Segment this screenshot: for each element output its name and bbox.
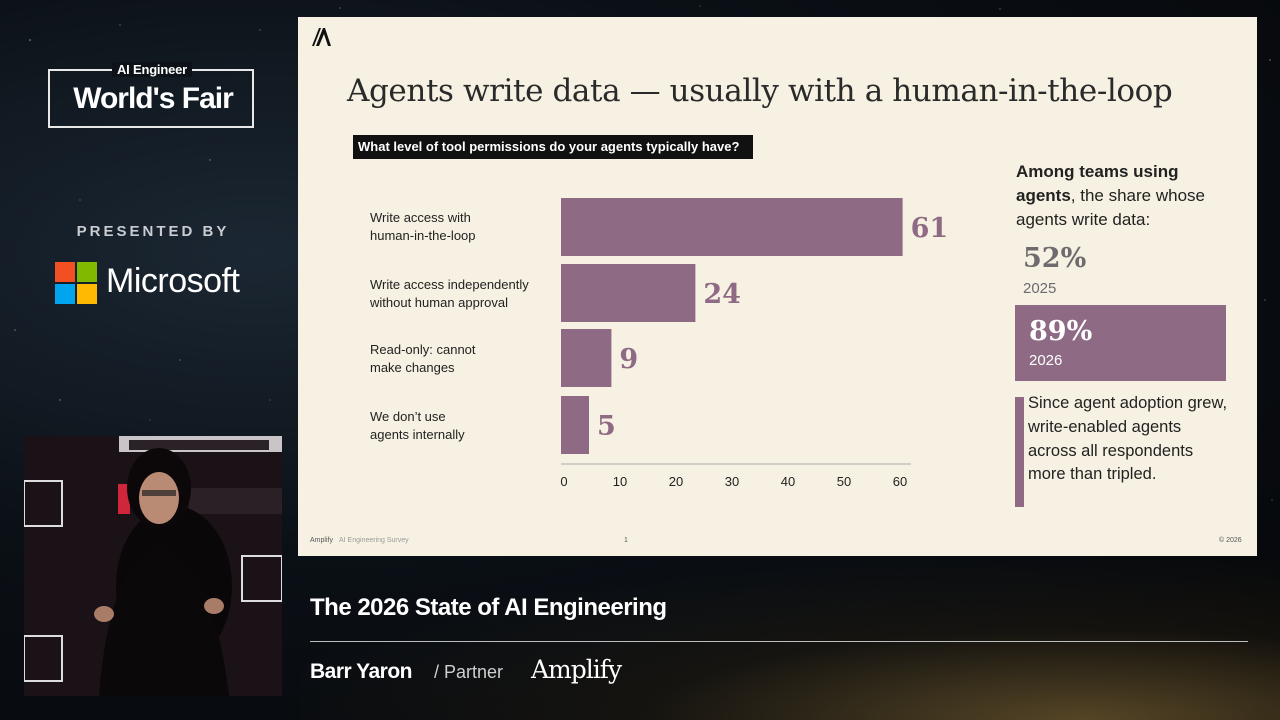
category-label: Write access with human-in-the-loop — [370, 210, 476, 243]
speaker-role: / Partner — [434, 662, 504, 682]
x-tick-label: 10 — [613, 474, 627, 489]
bar — [561, 396, 589, 454]
category-label: Write access independently without human … — [370, 277, 529, 310]
brand-ai-engineer: AI Engineer — [49, 62, 255, 77]
x-tick-label: 50 — [837, 474, 851, 489]
speaker-name: Barr Yaron — [310, 660, 413, 683]
microsoft-logo-icon — [55, 262, 97, 304]
bar-value-label: 5 — [597, 411, 616, 442]
stat-2026-value: 89% — [1029, 316, 1093, 347]
takeaway-note: Since agent adoption grew, write-enabled… — [1028, 394, 1228, 484]
bar-value-label: 61 — [911, 213, 949, 244]
presentation-slide: Agents write data — usually with a human… — [298, 17, 1257, 556]
presented-by-label: PRESENTED BY — [76, 223, 230, 240]
footer-brand: Amplify — [310, 537, 333, 544]
bar-value-label: 9 — [619, 344, 638, 375]
background-glow — [300, 560, 1280, 720]
bar — [561, 264, 696, 322]
category-label: We don’t use agents internally — [370, 409, 465, 442]
x-tick-label: 0 — [560, 474, 567, 489]
sponsor-name: Microsoft — [106, 262, 240, 300]
footer-page-number: 1 — [624, 537, 628, 544]
stat-2025-value: 52% — [1023, 243, 1087, 274]
x-tick-label: 60 — [893, 474, 907, 489]
survey-question: What level of tool permissions do your a… — [353, 135, 754, 159]
talk-title: The 2026 State of AI Engineering — [310, 594, 667, 621]
footer-survey: AI Engineering Survey — [339, 537, 409, 544]
bar — [561, 198, 903, 256]
lower-third-divider — [310, 641, 1248, 642]
x-tick-label: 30 — [725, 474, 739, 489]
stat-2026-year: 2026 — [1029, 352, 1063, 369]
bar-value-label: 24 — [703, 279, 741, 310]
side-intro: Among teams using agents, the share whos… — [1016, 162, 1205, 229]
footer-copyright: © 2026 — [1219, 537, 1242, 544]
speaker-video — [24, 436, 282, 696]
stat-2026-highlight: 89% 2026 — [1015, 305, 1226, 381]
bar — [561, 329, 612, 387]
x-tick-label: 20 — [669, 474, 683, 489]
note-accent-bar — [1015, 397, 1024, 507]
amplify-mark-icon — [312, 28, 331, 46]
speaker-video-scene — [24, 436, 282, 696]
company-logo: Amplify — [531, 655, 622, 684]
slide-title: Agents write data — usually with a human… — [347, 73, 1173, 109]
x-tick-label: 40 — [781, 474, 795, 489]
stat-2025-year: 2025 — [1023, 280, 1057, 297]
brand-worlds-fair: World's Fair — [73, 82, 234, 115]
category-label: Read-only: cannot make changes — [370, 342, 476, 375]
